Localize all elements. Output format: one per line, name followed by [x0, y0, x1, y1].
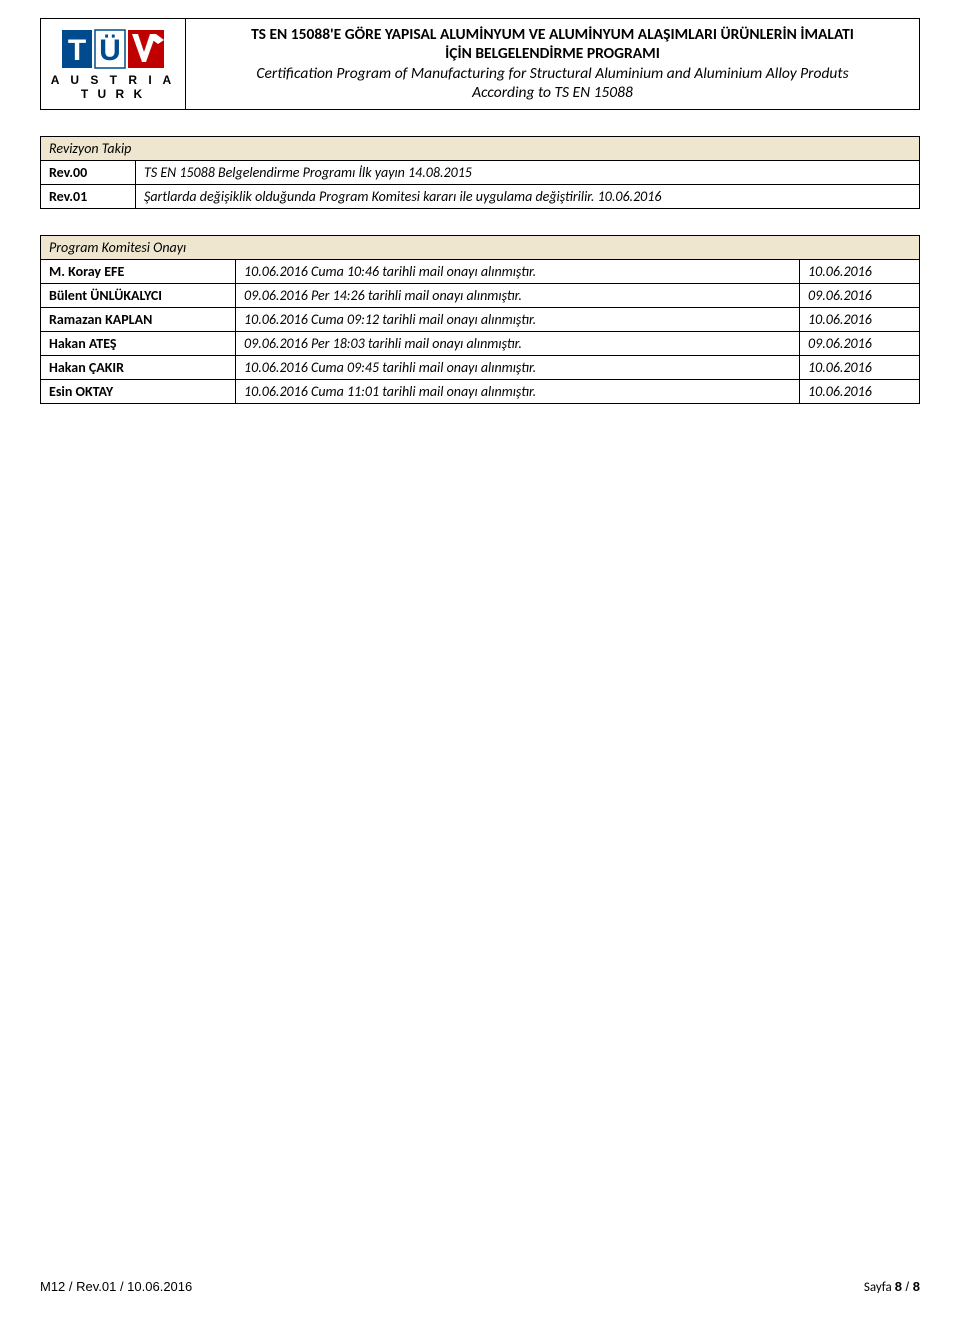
approver-date: 10.06.2016 [800, 355, 920, 379]
approver-note: 10.06.2016 Cuma 11:01 tarihli mail onayı… [236, 379, 800, 403]
revision-header: Revizyon Takip [41, 136, 920, 160]
approval-header: Program Komitesi Onayı [41, 235, 920, 259]
title-tr-1: TS EN 15088'E GÖRE YAPISAL ALUMİNYUM VE … [196, 25, 909, 44]
rev-desc: Şartlarda değişiklik olduğunda Program K… [136, 184, 920, 208]
title-en-2: According to TS EN 15088 [196, 83, 909, 102]
rev-code: Rev.00 [41, 160, 136, 184]
logo-austria: A U S T R I A [45, 74, 181, 88]
svg-text:T: T [68, 34, 86, 67]
approver-date: 10.06.2016 [800, 379, 920, 403]
footer-right: Sayfa 8 / 8 [864, 1279, 920, 1295]
approver-date: 09.06.2016 [800, 283, 920, 307]
approver-date: 10.06.2016 [800, 307, 920, 331]
revision-table: Revizyon Takip Rev.00 TS EN 15088 Belgel… [40, 136, 920, 209]
revision-header-row: Revizyon Takip [41, 136, 920, 160]
approver-note: 10.06.2016 Cuma 09:12 tarihli mail onayı… [236, 307, 800, 331]
approver-name: Ramazan KAPLAN [41, 307, 236, 331]
approval-header-row: Program Komitesi Onayı [41, 235, 920, 259]
table-row: M. Koray EFE 10.06.2016 Cuma 10:46 tarih… [41, 259, 920, 283]
table-row: Hakan ATEŞ 09.06.2016 Per 18:03 tarihli … [41, 331, 920, 355]
document-header: T Ü A U S T R I A T U R K TS EN 15088'E … [40, 18, 920, 110]
page-footer: M12 / Rev.01 / 10.06.2016 Sayfa 8 / 8 [40, 1279, 920, 1295]
footer-page-total: 8 [913, 1279, 920, 1294]
logo-cell: T Ü A U S T R I A T U R K [41, 19, 186, 110]
logo-text: A U S T R I A T U R K [45, 74, 181, 102]
logo-turk: T U R K [45, 88, 181, 102]
approver-date: 09.06.2016 [800, 331, 920, 355]
approver-date: 10.06.2016 [800, 259, 920, 283]
approver-name: Hakan ATEŞ [41, 331, 236, 355]
title-tr-2: İÇİN BELGELENDİRME PROGRAMI [196, 44, 909, 63]
table-row: Hakan ÇAKIR 10.06.2016 Cuma 09:45 tarihl… [41, 355, 920, 379]
approver-note: 10.06.2016 Cuma 10:46 tarihli mail onayı… [236, 259, 800, 283]
footer-page-cur: 8 [895, 1279, 902, 1294]
footer-page-label: Sayfa [864, 1280, 895, 1295]
table-row: Ramazan KAPLAN 10.06.2016 Cuma 09:12 tar… [41, 307, 920, 331]
approver-note: 09.06.2016 Per 14:26 tarihli mail onayı … [236, 283, 800, 307]
rev-code: Rev.01 [41, 184, 136, 208]
table-row: Rev.01 Şartlarda değişiklik olduğunda Pr… [41, 184, 920, 208]
table-row: Bülent ÜNLÜKALYCI 09.06.2016 Per 14:26 t… [41, 283, 920, 307]
approver-name: Bülent ÜNLÜKALYCI [41, 283, 236, 307]
rev-desc: TS EN 15088 Belgelendirme Programı İlk y… [136, 160, 920, 184]
footer-page-sep: / [902, 1279, 913, 1294]
title-en-1: Certification Program of Manufacturing f… [196, 64, 909, 83]
approver-name: M. Koray EFE [41, 259, 236, 283]
title-cell: TS EN 15088'E GÖRE YAPISAL ALUMİNYUM VE … [186, 19, 920, 110]
table-row: Esin OKTAY 10.06.2016 Cuma 11:01 tarihli… [41, 379, 920, 403]
tuv-logo-icon: T Ü [58, 26, 168, 72]
approver-name: Esin OKTAY [41, 379, 236, 403]
svg-text:Ü: Ü [99, 34, 121, 67]
footer-left: M12 / Rev.01 / 10.06.2016 [40, 1279, 192, 1295]
table-row: Rev.00 TS EN 15088 Belgelendirme Program… [41, 160, 920, 184]
approver-note: 10.06.2016 Cuma 09:45 tarihli mail onayı… [236, 355, 800, 379]
approver-note: 09.06.2016 Per 18:03 tarihli mail onayı … [236, 331, 800, 355]
approver-name: Hakan ÇAKIR [41, 355, 236, 379]
approval-table: Program Komitesi Onayı M. Koray EFE 10.0… [40, 235, 920, 404]
